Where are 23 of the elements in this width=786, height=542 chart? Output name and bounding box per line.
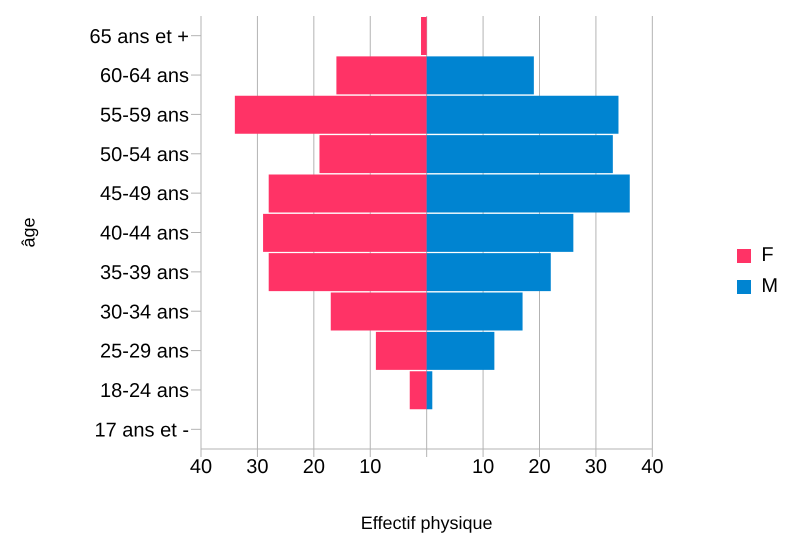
x-tick-label: 40: [190, 456, 212, 478]
y-tick-label: 45-49 ans: [100, 183, 189, 206]
y-tick-label: 18-24 ans: [100, 380, 189, 402]
x-tick-label: 30: [246, 456, 269, 478]
y-tick-label: 30-34 ans: [100, 301, 189, 324]
y-axis-title: âge: [18, 217, 38, 248]
x-tick-label: 10: [472, 456, 494, 478]
y-tick-label: 50-54 ans: [100, 144, 189, 166]
y-tick-label: 17 ans et -: [94, 419, 189, 442]
y-tick-label: 55-59 ans: [100, 104, 189, 127]
x-tick-label: 40: [641, 456, 664, 478]
x-tick-label: 20: [528, 456, 551, 478]
y-tick-label: 25-29 ans: [100, 340, 189, 363]
y-tick-label: 40-44 ans: [100, 222, 189, 245]
y-tick-label: 35-39 ans: [100, 262, 189, 284]
y-tick-label: 65 ans et +: [89, 26, 189, 48]
legend-label: M: [761, 275, 778, 298]
legend-label: F: [761, 244, 774, 267]
y-tick-label: 60-64 ans: [100, 65, 189, 88]
x-tick-label: 30: [584, 456, 608, 478]
x-tick-label: 10: [359, 456, 382, 478]
x-tick-label: 20: [302, 456, 325, 478]
x-axis-title: Effectif physique: [360, 513, 493, 533]
